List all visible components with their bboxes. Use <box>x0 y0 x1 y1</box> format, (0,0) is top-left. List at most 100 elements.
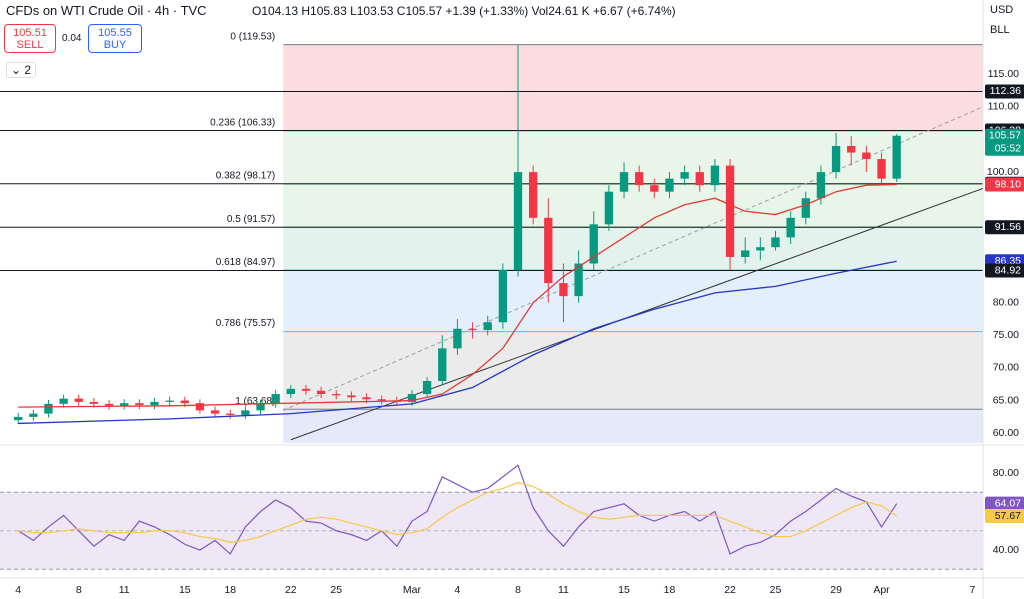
x-tick-label: 29 <box>830 584 842 596</box>
candle-body <box>226 413 235 415</box>
candle-body <box>831 146 841 173</box>
ohlc: O104.13 H105.83 L103.53 C105.57 +1.39 (+… <box>252 4 676 18</box>
candle-body <box>59 398 68 404</box>
sell-label: SELL <box>16 39 44 51</box>
x-tick-label: 11 <box>558 584 569 596</box>
candle-body <box>710 165 720 186</box>
fib-label: 0.786 (75.57) <box>216 318 276 329</box>
rsi-tick-label: 80.00 <box>993 467 1019 479</box>
candle-body <box>801 198 810 218</box>
price-label-bg <box>985 84 1024 99</box>
candle-body <box>695 172 704 186</box>
candle-body <box>862 152 871 160</box>
candle-body <box>635 172 644 186</box>
x-tick-label: 25 <box>770 584 782 596</box>
candle-body <box>877 159 886 179</box>
spread: 0.04 <box>62 33 82 44</box>
candle-body <box>377 399 386 401</box>
price-label-bg <box>985 263 1024 278</box>
rsi-tick-label: 40.00 <box>993 544 1019 556</box>
x-tick-label: 11 <box>119 584 130 596</box>
candle-body <box>559 283 568 297</box>
fib-label: 0.382 (98.17) <box>216 171 276 182</box>
countdown: 05:52 <box>995 143 1021 155</box>
moving-average <box>18 260 897 425</box>
fib-zone <box>283 270 983 332</box>
candle-body <box>195 403 205 411</box>
x-tick-label: Apr <box>873 584 890 596</box>
fib-label: 0.5 (91.57) <box>227 214 275 225</box>
fib-label: 0 (119.53) <box>230 31 275 42</box>
unit[interactable]: BLL <box>990 24 1010 36</box>
candle-body <box>135 403 144 406</box>
candle-body <box>210 410 220 414</box>
candle-body <box>74 398 83 402</box>
x-tick-label: 8 <box>515 584 521 596</box>
indicators-toggle[interactable]: ⌄ 2 <box>6 62 37 78</box>
x-tick-label: 7 <box>969 584 975 596</box>
candle-body <box>771 237 780 248</box>
candle-body <box>725 165 735 257</box>
candle-body <box>407 394 417 402</box>
x-tick-label: Mar <box>403 584 422 596</box>
candle-body <box>619 172 629 192</box>
buy-price: 105.55 <box>98 27 132 39</box>
candle-body <box>544 217 553 284</box>
buy-label: BUY <box>103 39 127 51</box>
y-tick-label: 80.00 <box>993 296 1019 308</box>
candle-body <box>44 403 53 414</box>
candle-body <box>453 328 462 349</box>
y-tick-label: 115.00 <box>988 68 1019 80</box>
candle-body <box>650 185 659 192</box>
candle-body <box>680 172 689 179</box>
candle-body <box>362 397 371 400</box>
price-label-bg <box>985 220 1024 235</box>
fib-zone <box>283 227 983 271</box>
x-tick-label: 4 <box>454 584 460 596</box>
candle-body <box>120 403 129 406</box>
candle-body <box>498 270 508 323</box>
price-label-bg <box>985 128 1024 156</box>
symbol[interactable]: CFDs on WTI Crude Oil · 4h · TVC <box>6 3 207 18</box>
candle-body <box>332 394 341 396</box>
price-label: 84.92 <box>995 264 1021 276</box>
candle-body <box>150 401 159 406</box>
x-tick-label: 15 <box>179 584 191 596</box>
candle-body <box>422 380 432 395</box>
sell-button[interactable]: 105.51 SELL <box>4 24 56 53</box>
candle-body <box>89 401 99 404</box>
candle-body <box>892 135 901 179</box>
candle-body <box>589 224 598 264</box>
x-tick-label: 18 <box>224 584 236 596</box>
fib-zone <box>283 44 983 131</box>
candle-body <box>438 348 447 381</box>
x-tick-label: 15 <box>618 584 630 596</box>
moving-average <box>18 183 897 408</box>
candle-body <box>528 172 538 218</box>
candle-body <box>604 191 614 225</box>
currency[interactable]: USD <box>990 4 1014 16</box>
candle-body <box>816 172 826 199</box>
rsi-label-bg <box>985 496 1024 511</box>
fib-label: 0.618 (84.97) <box>216 257 276 268</box>
rsi-line <box>17 464 898 555</box>
candle-body <box>847 146 856 153</box>
buy-button[interactable]: 105.55 BUY <box>88 24 142 53</box>
price-label: 112.36 <box>990 85 1021 97</box>
y-tick-label: 75.00 <box>993 329 1019 341</box>
rsi-line <box>18 482 898 543</box>
candle-body <box>165 400 174 402</box>
y-tick-label: 70.00 <box>993 362 1019 374</box>
candle-body <box>741 250 750 257</box>
x-tick-label: 8 <box>76 584 82 596</box>
indicator-count: 2 <box>24 63 32 77</box>
candle-body <box>14 416 23 421</box>
candle-body <box>301 388 311 391</box>
candle-body <box>786 217 795 238</box>
trend-line <box>290 187 984 441</box>
x-tick-label: 18 <box>664 584 676 596</box>
rsi-value-label: 64.07 <box>995 497 1021 509</box>
fib-label: 0.236 (106.33) <box>210 117 275 128</box>
